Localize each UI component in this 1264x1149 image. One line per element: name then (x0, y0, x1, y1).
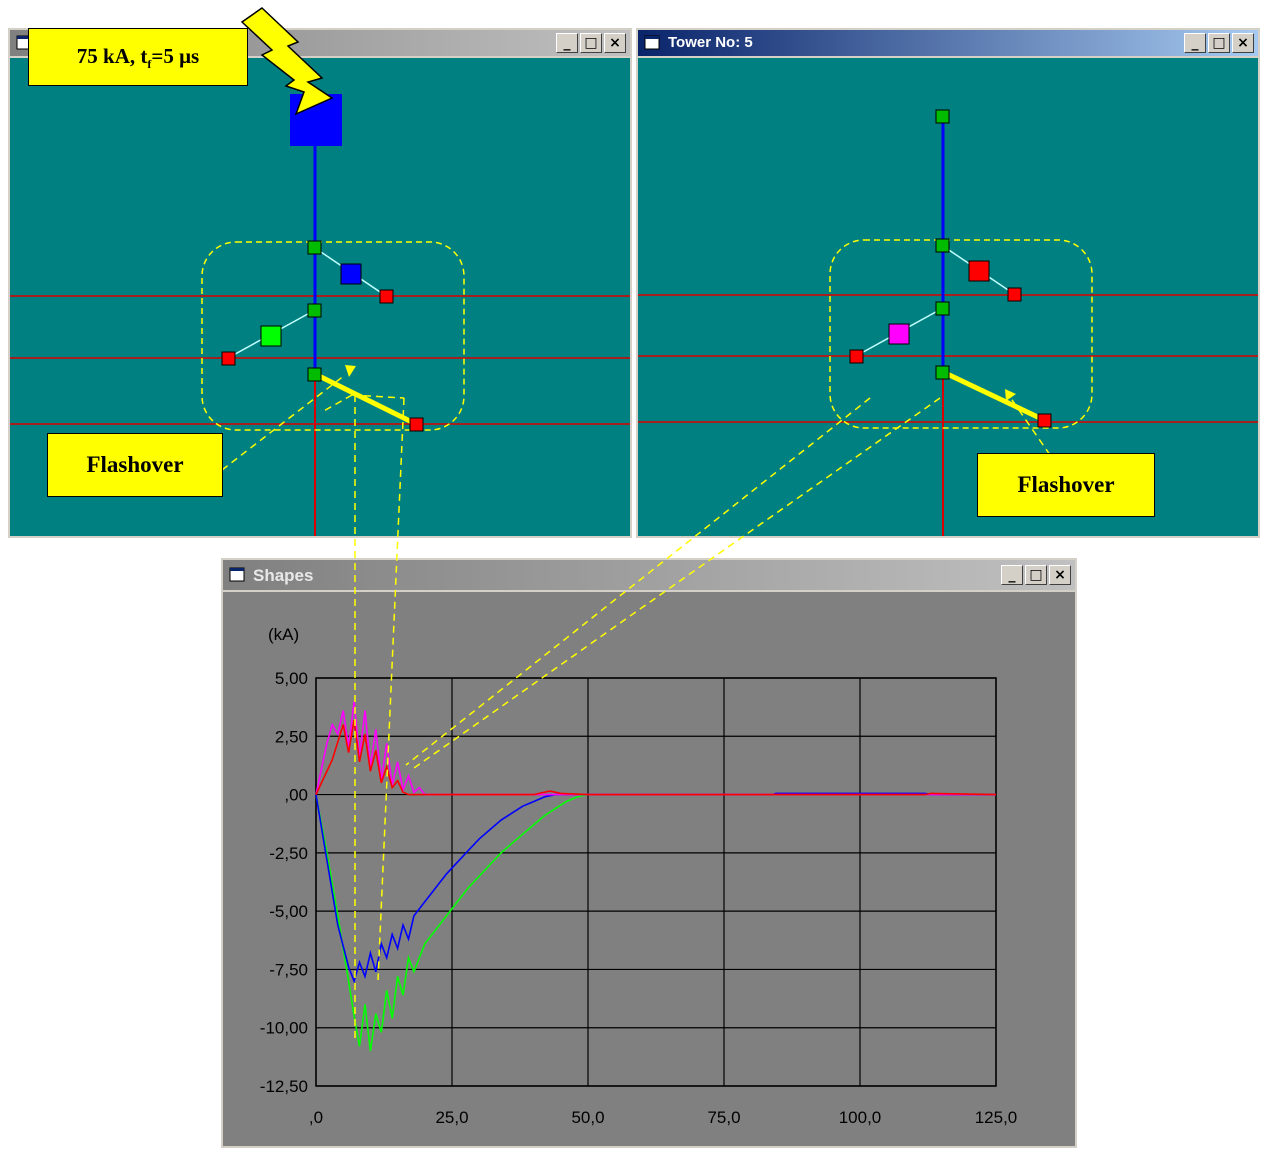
x-tick-label: 100,0 (839, 1108, 882, 1127)
shapes-window-titlebar[interactable]: Shapes _ □ × (223, 560, 1075, 590)
y-tick-label: -5,00 (269, 902, 308, 921)
flashover-label-left: Flashover (47, 433, 223, 497)
insulator-node (935, 365, 950, 380)
dashed-highlight-box (201, 241, 465, 431)
right-tower-drawing (638, 109, 1258, 536)
flashover-arc (313, 371, 418, 427)
minimize-button[interactable]: _ (1184, 33, 1206, 53)
window-app-icon (229, 567, 245, 582)
close-button[interactable]: × (1049, 565, 1071, 585)
shapes-window-title: Shapes (253, 566, 314, 585)
conductor-node (1037, 413, 1052, 428)
phase-marker-blue (340, 263, 362, 285)
y-tick-label: -12,50 (260, 1077, 308, 1096)
phase-marker-magenta (888, 323, 910, 345)
series-line-0 (315, 793, 996, 1052)
phase-marker-green (260, 325, 282, 347)
window-app-icon (644, 35, 660, 50)
right-window-titlebar[interactable]: Tower No: 5 _ □ × (638, 30, 1258, 56)
lightning-parameters-label: 75 kA, tf=5 μs (28, 28, 248, 86)
x-tick-label: 75,0 (707, 1108, 740, 1127)
conductor-node (849, 349, 864, 364)
right-window-title: Tower No: 5 (668, 34, 753, 51)
minimize-button[interactable]: _ (556, 33, 578, 53)
x-tick-label: 25,0 (435, 1108, 468, 1127)
top-node (935, 109, 950, 124)
insulator-node (307, 303, 322, 318)
current-chart: ,0 25,0 50,0 75,0 100,0 125,0 5,00 2,50 ,00 -2,50… (260, 625, 1018, 1127)
conductor-node (221, 351, 236, 366)
strike-point-marker (290, 94, 342, 146)
flashover-arc (941, 369, 1046, 423)
maximize-button[interactable]: □ (580, 33, 602, 53)
insulator-node (935, 238, 950, 253)
right-tower-canvas (638, 58, 1258, 536)
x-tick-label: ,0 (309, 1108, 323, 1127)
window-app-icon (16, 35, 32, 50)
y-axis-label: (kA) (268, 625, 299, 644)
conductor-node (409, 417, 424, 432)
conductor-node (1007, 287, 1022, 302)
y-tick-label: 5,00 (275, 669, 308, 688)
shapes-chart-area: ,0 25,0 50,0 75,0 100,0 125,0 5,00 2,50 ,00 -2,50… (223, 592, 1075, 1146)
insulator-node (307, 367, 322, 382)
close-button[interactable]: × (604, 33, 626, 53)
maximize-button[interactable]: □ (1025, 565, 1047, 585)
dashed-highlight-box (829, 239, 1093, 429)
tower-window-right: Tower No: 5 _ □ × (636, 28, 1260, 538)
minimize-button[interactable]: _ (1001, 565, 1023, 585)
insulator-node (307, 240, 322, 255)
y-tick-label: -2,50 (269, 844, 308, 863)
plot-area (315, 677, 997, 1087)
y-tick-label: 2,50 (275, 727, 308, 746)
conductor-node (379, 289, 394, 304)
y-tick-label: -7,50 (269, 960, 308, 979)
x-tick-label: 50,0 (571, 1108, 604, 1127)
y-tick-label: -10,00 (260, 1019, 308, 1038)
flashover-label-right: Flashover (977, 453, 1155, 517)
insulator-node (935, 301, 950, 316)
shapes-window: Shapes _ □ × ,0 25,0 50,0 75,0 100,0 125,0 5,0… (221, 558, 1077, 1148)
x-tick-label: 125,0 (975, 1108, 1018, 1127)
phase-marker-red (968, 260, 990, 282)
close-button[interactable]: × (1232, 33, 1254, 53)
y-tick-label: ,00 (284, 786, 308, 805)
maximize-button[interactable]: □ (1208, 33, 1230, 53)
